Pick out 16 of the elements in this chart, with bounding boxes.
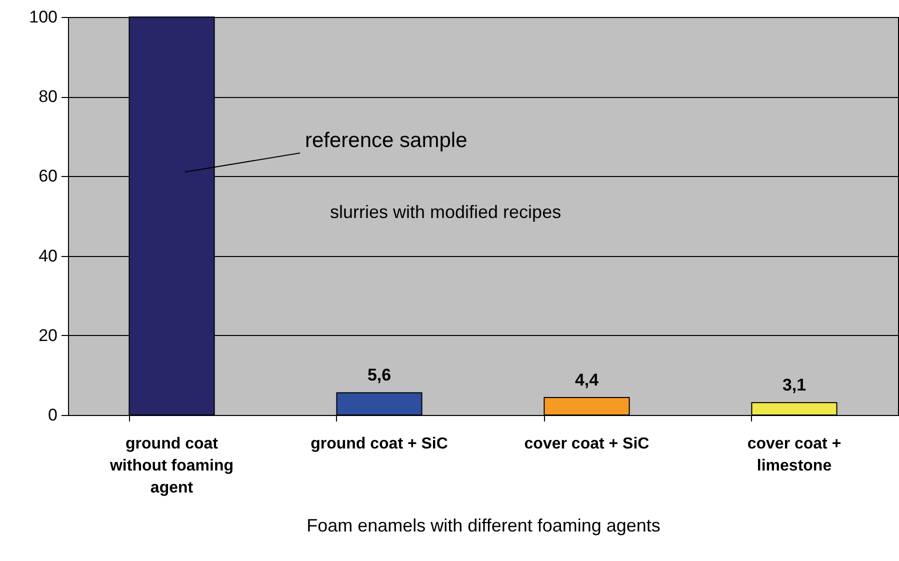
x-axis-title: Foam enamels with different foaming agents bbox=[306, 516, 660, 536]
y-tick-label: 20 bbox=[38, 326, 58, 345]
x-tick-label: cover coat + limestone bbox=[747, 436, 842, 474]
annotation: reference sample bbox=[305, 129, 468, 152]
y-tick-label: 60 bbox=[38, 166, 58, 186]
data-label: 3,1 bbox=[782, 376, 806, 395]
data-label: 5,6 bbox=[367, 366, 392, 385]
annotation: slurries with modified recipes bbox=[330, 202, 562, 222]
y-tick-label: 40 bbox=[38, 246, 58, 266]
data-label: 4,4 bbox=[574, 370, 600, 390]
x-tick-label: ground coat without foaming agent bbox=[108, 436, 234, 496]
y-tick-label: 100 bbox=[29, 8, 58, 26]
y-tick-label: 80 bbox=[38, 87, 58, 106]
x-tick-label: ground coat + SiC bbox=[310, 436, 448, 452]
y-tick-label: 0 bbox=[48, 406, 58, 424]
x-tick-label: cover coat + SiC bbox=[524, 436, 650, 452]
